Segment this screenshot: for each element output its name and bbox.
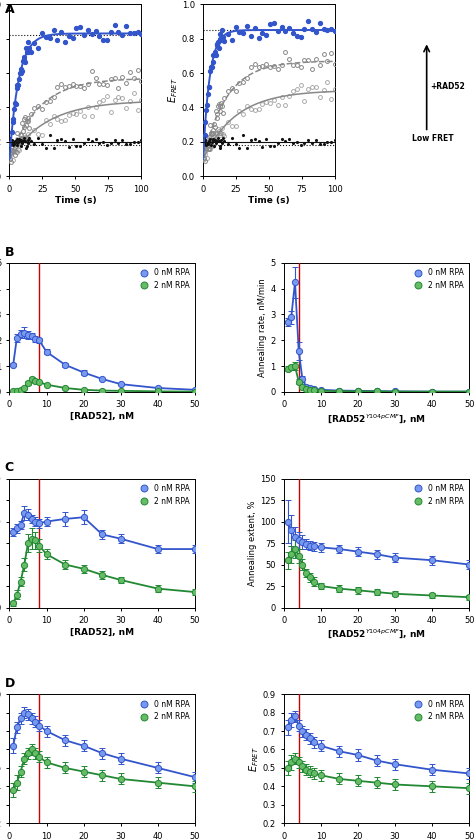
Title: RAD52$^{Y104pCMF}$: RAD52$^{Y104pCMF}$ — [229, 0, 309, 2]
Y-axis label: $E_{FRET}$: $E_{FRET}$ — [247, 746, 261, 772]
Y-axis label: Annealing rate, nM/min: Annealing rate, nM/min — [258, 278, 267, 377]
Legend: 0 nM RPA, 2 nM RPA: 0 nM RPA, 2 nM RPA — [409, 266, 465, 291]
Legend: 0 nM RPA, 2 nM RPA: 0 nM RPA, 2 nM RPA — [409, 482, 465, 507]
X-axis label: [RAD52$^{Y104pCMF}$], nM: [RAD52$^{Y104pCMF}$], nM — [327, 412, 426, 425]
Legend: 0 nM RPA, 2 nM RPA: 0 nM RPA, 2 nM RPA — [409, 698, 465, 723]
X-axis label: [RAD52], nM: [RAD52], nM — [70, 627, 134, 637]
Legend: 0 nM RPA, 2 nM RPA: 0 nM RPA, 2 nM RPA — [135, 266, 191, 291]
X-axis label: [RAD52$^{Y104pCMF}$], nM: [RAD52$^{Y104pCMF}$], nM — [327, 627, 426, 640]
Text: Low FRET: Low FRET — [412, 134, 454, 143]
Legend: 0 nM RPA, 2 nM RPA: 0 nM RPA, 2 nM RPA — [135, 698, 191, 723]
Y-axis label: $E_{FRET}$: $E_{FRET}$ — [166, 77, 180, 103]
Text: A: A — [5, 3, 14, 15]
X-axis label: Time (s): Time (s) — [55, 197, 96, 205]
X-axis label: [RAD52], nM: [RAD52], nM — [70, 412, 134, 421]
Y-axis label: Annealing extent, %: Annealing extent, % — [248, 501, 257, 585]
Text: +RAD52: +RAD52 — [430, 82, 465, 92]
Title: RAD52: RAD52 — [56, 0, 95, 2]
Text: D: D — [5, 677, 15, 690]
Text: B: B — [5, 245, 14, 259]
Legend: 0 nM RPA, 2 nM RPA: 0 nM RPA, 2 nM RPA — [135, 482, 191, 507]
X-axis label: Time (s): Time (s) — [248, 197, 290, 205]
Text: C: C — [5, 461, 14, 475]
